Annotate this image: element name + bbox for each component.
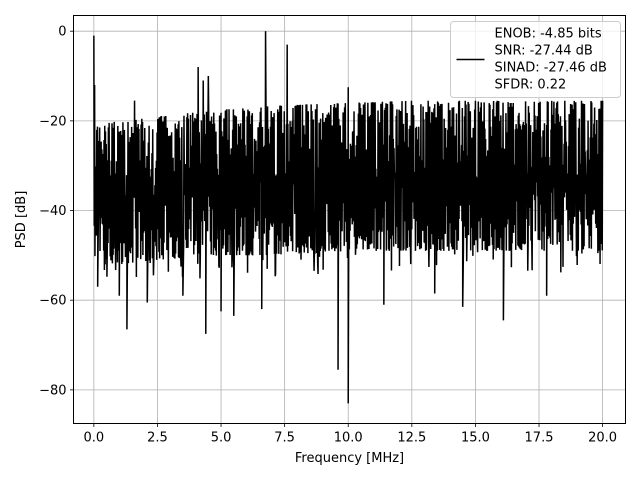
legend-box xyxy=(450,21,621,98)
legend: ENOB: -4.85 bits SNR: -27.44 dB SINAD: -… xyxy=(450,21,621,98)
x-tick-label: 2.5 xyxy=(147,431,168,446)
y-tick-label: −80 xyxy=(39,383,66,398)
x-tick-label: 7.5 xyxy=(274,431,295,446)
x-axis-ticks: 0.0 2.5 5.0 7.5 10.0 12.5 15.0 17.5 20.0 xyxy=(84,423,617,446)
x-axis-label: Frequency [MHz] xyxy=(295,451,404,466)
x-tick-label: 17.5 xyxy=(525,431,554,446)
legend-sinad-text: SINAD: -27.46 dB xyxy=(495,61,607,76)
y-tick-label: 0 xyxy=(58,25,66,40)
x-tick-label: 15.0 xyxy=(461,431,490,446)
y-tick-label: −40 xyxy=(39,204,66,219)
y-tick-label: −60 xyxy=(39,294,66,309)
legend-sfdr-text: SFDR: 0.22 xyxy=(495,78,567,93)
y-axis-label: PSD [dB] xyxy=(14,191,29,249)
legend-enob-text: ENOB: -4.85 bits xyxy=(495,27,602,42)
x-tick-label: 10.0 xyxy=(334,431,363,446)
x-tick-label: 0.0 xyxy=(84,431,105,446)
x-tick-label: 20.0 xyxy=(588,431,617,446)
legend-snr-text: SNR: -27.44 dB xyxy=(495,44,593,59)
plot-area xyxy=(93,31,604,404)
x-tick-label: 5.0 xyxy=(211,431,232,446)
x-tick-label: 12.5 xyxy=(397,431,426,446)
axes-frame xyxy=(73,15,626,424)
psd-series-line xyxy=(93,31,604,404)
y-axis-ticks: 0 −20 −40 −60 −80 xyxy=(39,25,74,398)
y-tick-label: −20 xyxy=(39,114,66,129)
